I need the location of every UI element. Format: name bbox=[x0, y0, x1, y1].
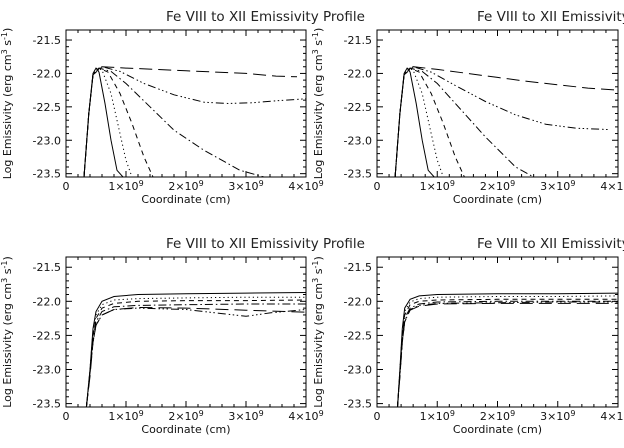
x-tick-label: 4×109 bbox=[600, 179, 624, 194]
series-line-solid bbox=[394, 67, 435, 177]
y-tick-label: -23.5 bbox=[33, 398, 61, 411]
y-tick-label: -22.5 bbox=[344, 329, 372, 342]
chart-panel: Fe VIII to XII Emissivity Profile 0 1×109 2… bbox=[311, 9, 624, 206]
series-line-dashdotdotdot bbox=[85, 307, 306, 407]
series-line-dot bbox=[397, 295, 618, 407]
x-tick-label: 0 bbox=[63, 410, 70, 423]
x-tick-label: 1×109 bbox=[108, 179, 143, 194]
series-line-solid bbox=[85, 292, 306, 407]
y-tick-label: -21.5 bbox=[344, 34, 372, 47]
x-axis-label: Coordinate (cm) bbox=[453, 193, 542, 206]
y-tick-label: -22.0 bbox=[33, 295, 61, 308]
series-line-dash bbox=[83, 67, 154, 177]
x-tick-label: 3×109 bbox=[540, 409, 575, 424]
y-tick-label: -23.0 bbox=[33, 134, 61, 147]
x-axis-label: Coordinate (cm) bbox=[141, 423, 230, 436]
y-tick-label: -23.0 bbox=[344, 134, 372, 147]
series-group bbox=[394, 66, 618, 177]
y-tick-label: -21.5 bbox=[344, 261, 372, 274]
x-tick-label: 3×109 bbox=[228, 179, 263, 194]
y-tick-label: -23.0 bbox=[344, 364, 372, 377]
y-tick-label: -23.0 bbox=[33, 364, 61, 377]
y-axis-label: Log Emissivity (erg cm3 s-1) bbox=[311, 256, 326, 408]
chart-panel: Fe VIII to XII Emissivity Profile 0 1×109 2… bbox=[0, 9, 365, 206]
series-line-longdash bbox=[397, 302, 618, 407]
y-axis-label: Log Emissivity (erg cm3 s-1) bbox=[0, 28, 14, 180]
x-tick-label: 3×109 bbox=[228, 409, 263, 424]
chart-title: Fe VIII to XII Emissivity Profile bbox=[477, 236, 624, 252]
x-tick-label: 2×109 bbox=[168, 409, 203, 424]
series-line-dash bbox=[394, 67, 465, 177]
series-line-dash bbox=[85, 299, 306, 407]
y-tick-label: -22.0 bbox=[33, 67, 61, 80]
series-line-dashdotdotdot bbox=[83, 66, 306, 177]
series-line-dashdot bbox=[83, 67, 265, 177]
y-tick-label: -22.5 bbox=[33, 101, 61, 114]
x-tick-label: 4×109 bbox=[288, 409, 323, 424]
series-line-dashdot bbox=[397, 300, 618, 407]
y-tick-label: -23.5 bbox=[344, 398, 372, 411]
plot-frame bbox=[65, 256, 307, 408]
y-tick-label: -21.5 bbox=[33, 34, 61, 47]
x-tick-label: 2×109 bbox=[480, 409, 515, 424]
series-line-longdash bbox=[83, 66, 298, 177]
y-tick-label: -22.0 bbox=[344, 67, 372, 80]
y-tick-label: -23.5 bbox=[33, 168, 61, 181]
plot-frame bbox=[376, 29, 619, 178]
series-line-solid bbox=[397, 292, 618, 407]
series-line-dash bbox=[397, 298, 618, 407]
y-tick-label: -22.5 bbox=[33, 329, 61, 342]
chart-panel: Fe VIII to XII Emissivity Profile 0 1×109 2… bbox=[311, 236, 624, 436]
plot-frame bbox=[376, 256, 619, 408]
series-line-dashdotdotdot bbox=[394, 66, 610, 177]
x-tick-label: 4×109 bbox=[288, 179, 323, 194]
series-line-longdash bbox=[85, 306, 306, 407]
series-group bbox=[397, 292, 618, 407]
x-tick-label: 0 bbox=[63, 180, 70, 193]
y-axis-label: Log Emissivity (erg cm3 s-1) bbox=[0, 256, 14, 408]
x-tick-label: 3×109 bbox=[540, 179, 575, 194]
y-tick-label: -23.5 bbox=[344, 168, 372, 181]
series-line-dot bbox=[85, 296, 306, 407]
chart-title: Fe VIII to XII Emissivity Profile bbox=[166, 9, 365, 25]
plot-frame bbox=[65, 29, 307, 178]
series-group bbox=[83, 66, 306, 177]
x-axis-label: Coordinate (cm) bbox=[453, 423, 542, 436]
x-tick-label: 1×109 bbox=[420, 409, 455, 424]
series-line-longdash bbox=[394, 66, 618, 177]
x-axis-label: Coordinate (cm) bbox=[141, 193, 230, 206]
x-tick-label: 0 bbox=[374, 180, 381, 193]
x-tick-label: 1×109 bbox=[420, 179, 455, 194]
series-line-dashdot bbox=[85, 303, 306, 407]
chart-title: Fe VIII to XII Emissivity Profile bbox=[477, 9, 624, 25]
x-tick-label: 4×109 bbox=[600, 409, 624, 424]
chart-panel: Fe VIII to XII Emissivity Profile 0 1×109 2… bbox=[0, 236, 365, 436]
y-tick-label: -22.5 bbox=[344, 101, 372, 114]
x-tick-label: 2×109 bbox=[168, 179, 203, 194]
x-tick-label: 1×109 bbox=[108, 409, 143, 424]
series-line-dashdot bbox=[394, 67, 534, 177]
x-tick-label: 2×109 bbox=[480, 179, 515, 194]
series-group bbox=[85, 292, 306, 407]
y-tick-label: -21.5 bbox=[33, 261, 61, 274]
x-tick-label: 0 bbox=[374, 410, 381, 423]
chart-title: Fe VIII to XII Emissivity Profile bbox=[166, 236, 365, 252]
y-axis-label: Log Emissivity (erg cm3 s-1) bbox=[311, 28, 326, 180]
y-tick-label: -22.0 bbox=[344, 295, 372, 308]
series-line-solid bbox=[83, 67, 124, 177]
series-line-dashdotdotdot bbox=[397, 301, 618, 407]
